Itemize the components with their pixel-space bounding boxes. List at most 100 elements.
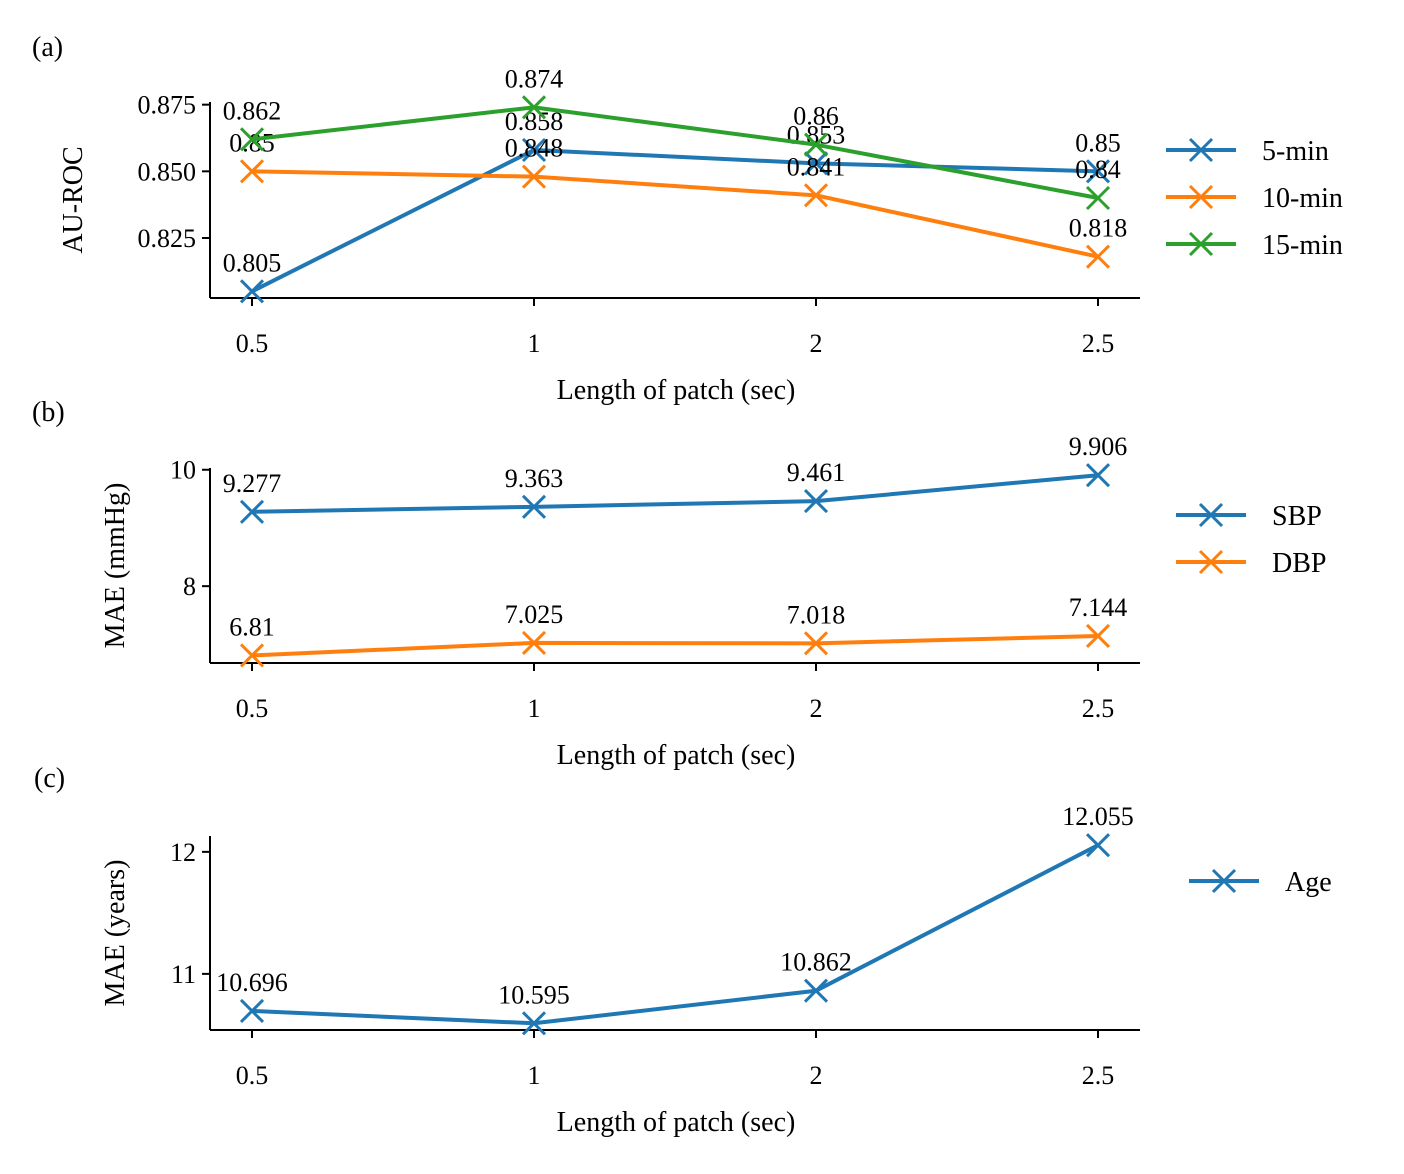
data-label: 0.85 bbox=[229, 128, 275, 157]
x-tick-label: 0.5 bbox=[236, 1061, 269, 1090]
x-tick-label: 1 bbox=[528, 694, 541, 723]
x-axis-label: Length of patch (sec) bbox=[557, 740, 796, 771]
data-point-marker bbox=[1085, 244, 1111, 269]
data-point-marker bbox=[803, 183, 829, 208]
data-point-marker bbox=[521, 164, 547, 189]
panel-label: (a) bbox=[32, 32, 63, 63]
y-tick-label: 12 bbox=[170, 838, 196, 867]
data-point-marker bbox=[1085, 623, 1111, 649]
data-point-marker bbox=[239, 127, 265, 152]
y-tick-label: 0.825 bbox=[138, 224, 197, 253]
data-point-marker bbox=[1085, 185, 1111, 211]
y-tick-label: 0.875 bbox=[138, 91, 197, 120]
series-line bbox=[251, 473, 1099, 514]
legend-item: 15-min bbox=[1166, 230, 1343, 261]
legend-item: Age bbox=[1189, 867, 1332, 898]
data-label: 0.841 bbox=[787, 152, 846, 181]
marker-stroke bbox=[1085, 623, 1111, 649]
data-label: 7.025 bbox=[505, 600, 564, 629]
series-dbp: 6.81 7.025 7.018 7.144 bbox=[229, 593, 1127, 668]
series-line bbox=[251, 169, 1099, 259]
data-point-marker bbox=[521, 494, 547, 519]
legend-item: 5-min bbox=[1166, 136, 1329, 167]
legend-marker bbox=[1188, 231, 1214, 257]
x-axis-label: Length of patch (sec) bbox=[557, 375, 796, 406]
data-label: 9.906 bbox=[1069, 432, 1128, 461]
marker-stroke bbox=[803, 978, 829, 1003]
series-10-min: 0.85 0.848 0.841 0.818 bbox=[229, 128, 1127, 269]
data-label: 12.055 bbox=[1062, 802, 1134, 831]
x-tick-label: 0.5 bbox=[236, 694, 269, 723]
marker-stroke bbox=[1085, 463, 1111, 488]
y-tick-label: 0.850 bbox=[138, 157, 197, 186]
data-label: 10.696 bbox=[216, 968, 288, 997]
legend-label: 5-min bbox=[1262, 136, 1329, 167]
marker-stroke bbox=[239, 499, 265, 524]
legend-label: 15-min bbox=[1262, 230, 1343, 261]
legend-item: DBP bbox=[1176, 548, 1326, 579]
data-point-marker bbox=[1085, 159, 1111, 184]
series-sbp: 9.277 9.363 9.461 9.906 bbox=[223, 432, 1128, 524]
y-tick-label: 11 bbox=[171, 960, 196, 989]
data-point-marker bbox=[521, 630, 547, 655]
series-line bbox=[251, 148, 1099, 294]
legend-marker bbox=[1188, 137, 1214, 163]
legend: 5-min 10-min 15-min bbox=[1166, 136, 1343, 261]
data-point-marker bbox=[803, 132, 829, 157]
series-15-min: 0.862 0.874 0.86 0.84 bbox=[223, 64, 1121, 211]
panel-label: (c) bbox=[34, 763, 65, 794]
marker-stroke bbox=[803, 489, 829, 514]
marker-stroke bbox=[803, 132, 829, 157]
data-point-marker bbox=[803, 489, 829, 514]
x-tick-label: 2 bbox=[810, 694, 823, 723]
x-axis-label: Length of patch (sec) bbox=[557, 1107, 796, 1138]
marker-stroke bbox=[239, 159, 265, 184]
data-label: 0.862 bbox=[223, 96, 282, 125]
x-tick-label: 2.5 bbox=[1082, 694, 1115, 723]
x-tick-label: 2 bbox=[810, 1061, 823, 1090]
data-label: 0.874 bbox=[505, 64, 564, 93]
legend: SBP DBP bbox=[1176, 501, 1326, 579]
data-point-marker bbox=[239, 279, 265, 304]
data-point-marker bbox=[521, 137, 547, 163]
legend-marker bbox=[1198, 502, 1224, 528]
data-label: 9.363 bbox=[505, 464, 564, 493]
data-label: 7.018 bbox=[787, 600, 846, 629]
data-point-marker bbox=[1085, 463, 1111, 488]
series-line bbox=[251, 633, 1099, 658]
data-point-marker bbox=[803, 631, 829, 656]
legend-label: Age bbox=[1285, 867, 1332, 898]
data-point-marker bbox=[239, 499, 265, 524]
data-label: 0.805 bbox=[223, 248, 282, 277]
data-point-marker bbox=[239, 998, 265, 1024]
data-point-marker bbox=[239, 643, 265, 668]
data-label: 9.277 bbox=[223, 469, 282, 498]
legend-item: 10-min bbox=[1166, 183, 1343, 214]
legend-marker bbox=[1198, 549, 1224, 575]
panel-label: (b) bbox=[32, 397, 65, 428]
panel-b: (b) 0.5 1 2 2.5 8 10 Length of patch (sec) MAE (… bbox=[32, 397, 1326, 771]
series-age: 10.696 10.595 10.862 12.055 bbox=[216, 802, 1134, 1036]
marker-stroke bbox=[239, 279, 265, 304]
marker-stroke bbox=[521, 164, 547, 189]
data-point-marker bbox=[521, 95, 547, 120]
y-tick-label: 10 bbox=[170, 456, 196, 485]
marker-stroke bbox=[521, 1011, 547, 1036]
legend: Age bbox=[1189, 867, 1332, 898]
marker-stroke bbox=[803, 631, 829, 656]
data-point-marker bbox=[239, 159, 265, 184]
marker-stroke bbox=[521, 95, 547, 120]
marker-stroke bbox=[803, 151, 829, 176]
data-label: 9.461 bbox=[787, 458, 846, 487]
marker-stroke bbox=[521, 494, 547, 519]
marker-stroke bbox=[1085, 244, 1111, 269]
marker-stroke bbox=[239, 643, 265, 668]
x-tick-label: 2.5 bbox=[1082, 1061, 1115, 1090]
data-label: 0.84 bbox=[1075, 155, 1121, 184]
y-axis-label: AU-ROC bbox=[58, 146, 89, 253]
x-tick-label: 2.5 bbox=[1082, 329, 1115, 358]
y-axis-label: MAE (years) bbox=[100, 860, 131, 1007]
